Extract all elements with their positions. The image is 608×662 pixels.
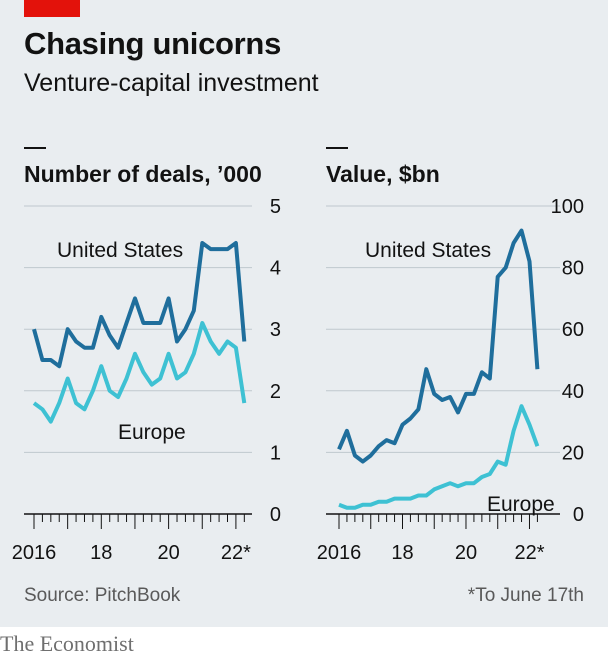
panel-title: Number of deals, ’000	[24, 161, 262, 187]
y-tick-label: 3	[270, 319, 281, 341]
label-europe: Europe	[487, 493, 555, 516]
series-line-europe	[32, 321, 247, 424]
x-tick-label: 20	[157, 542, 179, 564]
y-tick-label: 2	[270, 381, 281, 403]
y-tick-label: 20	[562, 442, 584, 464]
y-tick-label: 80	[562, 258, 584, 280]
chart-subtitle: Venture-capital investment	[24, 69, 319, 97]
x-tick-label: 22*	[221, 542, 251, 564]
y-tick-label: 5	[270, 196, 281, 218]
series-line-united-states	[32, 241, 247, 369]
y-tick-label: 60	[562, 319, 584, 341]
y-tick-label: 100	[551, 196, 584, 218]
x-tick-label: 18	[391, 542, 413, 564]
charts-svg: Number of deals, ’000 0 1 2 3 4 5 2016 18 20 22* Un…	[12, 147, 584, 564]
series-line-united-states	[337, 228, 540, 464]
x-tick-label: 22*	[514, 542, 544, 564]
x-tick-label: 18	[90, 542, 112, 564]
y-tick-label: 4	[270, 258, 281, 280]
chart-title: Chasing unicorns	[24, 26, 282, 61]
footnote: *To June 17th	[467, 585, 584, 606]
y-tick-label: 1	[270, 442, 281, 464]
brand-logo: The Economist	[0, 631, 134, 656]
panel-title: Value, $bn	[326, 161, 440, 187]
label-united-states: United States	[57, 239, 183, 262]
x-tick-label: 2016	[317, 542, 362, 564]
label-europe: Europe	[118, 421, 186, 444]
brand-red-bar	[24, 0, 80, 17]
label-united-states: United States	[365, 239, 491, 262]
x-tick-label: 2016	[12, 542, 57, 564]
source-note: Source: PitchBook	[24, 585, 181, 606]
x-tick-label: 20	[455, 542, 477, 564]
y-tick-label: 0	[270, 504, 281, 526]
series-line-europe	[338, 404, 540, 510]
chart-title-dash	[326, 147, 348, 149]
chart-title-dash	[24, 147, 46, 149]
brand-strip	[0, 627, 608, 662]
y-tick-label: 40	[562, 381, 584, 403]
y-tick-label: 0	[573, 504, 584, 526]
